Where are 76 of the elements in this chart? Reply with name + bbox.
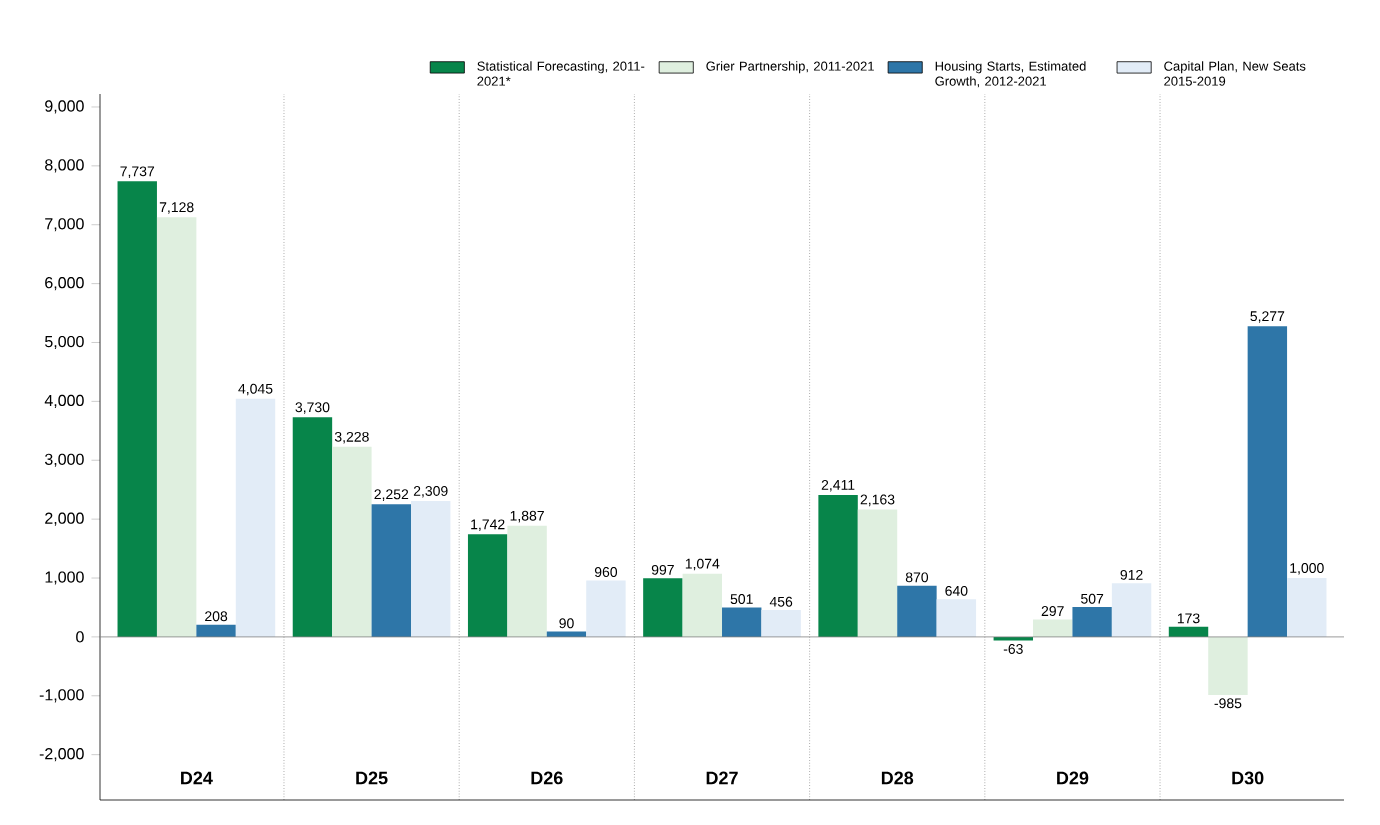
bar (682, 573, 723, 637)
data-label: 3,730 (295, 402, 330, 414)
data-label: 507 (1081, 593, 1104, 604)
x-tick-label: D25 (356, 771, 388, 785)
y-tick-label: 4,000 (44, 394, 84, 408)
data-label: 297 (1041, 606, 1064, 616)
data-label: 90 (559, 618, 574, 629)
x-tick-label: D27 (706, 771, 738, 785)
data-label: 960 (594, 567, 618, 577)
x-tick-label: D28 (881, 771, 914, 785)
data-label: 2,163 (860, 494, 895, 507)
bar (117, 181, 157, 637)
data-label: 2,309 (413, 486, 448, 498)
bar (1247, 326, 1288, 637)
bar (722, 607, 762, 637)
y-tick-label: 6,000 (45, 277, 84, 291)
bar (857, 509, 898, 637)
bar (897, 585, 937, 637)
y-tick-label: 2,000 (45, 512, 84, 526)
data-label: 173 (1177, 613, 1200, 624)
bar (643, 578, 683, 637)
bar (292, 417, 333, 637)
data-label: 2,411 (821, 479, 855, 492)
data-label: 1,887 (510, 510, 544, 523)
bar (1111, 583, 1152, 637)
bar (411, 500, 451, 637)
data-label: 501 (730, 594, 753, 604)
x-tick-label: D29 (1057, 771, 1089, 785)
bar (1208, 636, 1248, 695)
bar (586, 580, 626, 637)
bar (332, 446, 372, 637)
y-tick-label: 7,000 (45, 218, 84, 232)
bar (156, 217, 197, 637)
y-tick-label: 8,000 (45, 159, 84, 173)
data-label: 912 (1120, 569, 1143, 580)
y-tick-label: 0 (76, 631, 84, 643)
y-tick-label: 1,000 (45, 571, 84, 585)
data-label: 997 (651, 564, 674, 575)
data-label: -985 (1214, 698, 1242, 709)
data-label: 1,074 (685, 558, 720, 571)
data-label: 7,128 (159, 202, 194, 214)
data-label: 640 (945, 585, 968, 596)
x-tick-label: D26 (531, 771, 563, 785)
legend-label: Statistical Forecasting, 2011-2021* (477, 61, 645, 86)
bar (818, 494, 858, 637)
bar (1072, 607, 1112, 637)
y-tick-label: -2,000 (39, 748, 84, 762)
data-label: 7,737 (120, 166, 155, 178)
data-label: 870 (905, 572, 929, 583)
y-tick-label: 9,000 (45, 100, 84, 114)
bar (761, 610, 801, 637)
legend-label: Grier Partnership, 2011-2021 (706, 61, 874, 74)
bar (196, 624, 236, 637)
bar (507, 525, 547, 637)
y-tick-label: 3,000 (44, 453, 84, 467)
x-tick-label: D24 (181, 771, 213, 785)
bar (1287, 578, 1327, 637)
data-label: 456 (769, 596, 793, 607)
bar (1033, 619, 1073, 637)
data-label: 2,252 (374, 489, 409, 501)
data-label: 4,045 (238, 383, 273, 396)
legend-label: Capital Plan, New Seats 2015-2019 (1164, 61, 1306, 86)
bar (371, 504, 412, 637)
y-tick-label: -1,000 (39, 689, 84, 703)
bar (467, 534, 508, 637)
x-tick-label: D30 (1232, 771, 1264, 785)
legend-label: Housing Starts, Estimated Growth, 2012-2021 (935, 61, 1086, 88)
bar (936, 599, 977, 637)
y-tick-label: 5,000 (44, 335, 84, 350)
bar (235, 398, 276, 637)
data-label: -63 (1003, 644, 1023, 654)
data-label: 208 (205, 611, 228, 622)
data-label: 5,277 (1250, 311, 1285, 323)
data-label: 3,228 (334, 431, 369, 444)
data-label: 1,000 (1290, 563, 1324, 575)
data-label: 1,742 (471, 519, 505, 531)
